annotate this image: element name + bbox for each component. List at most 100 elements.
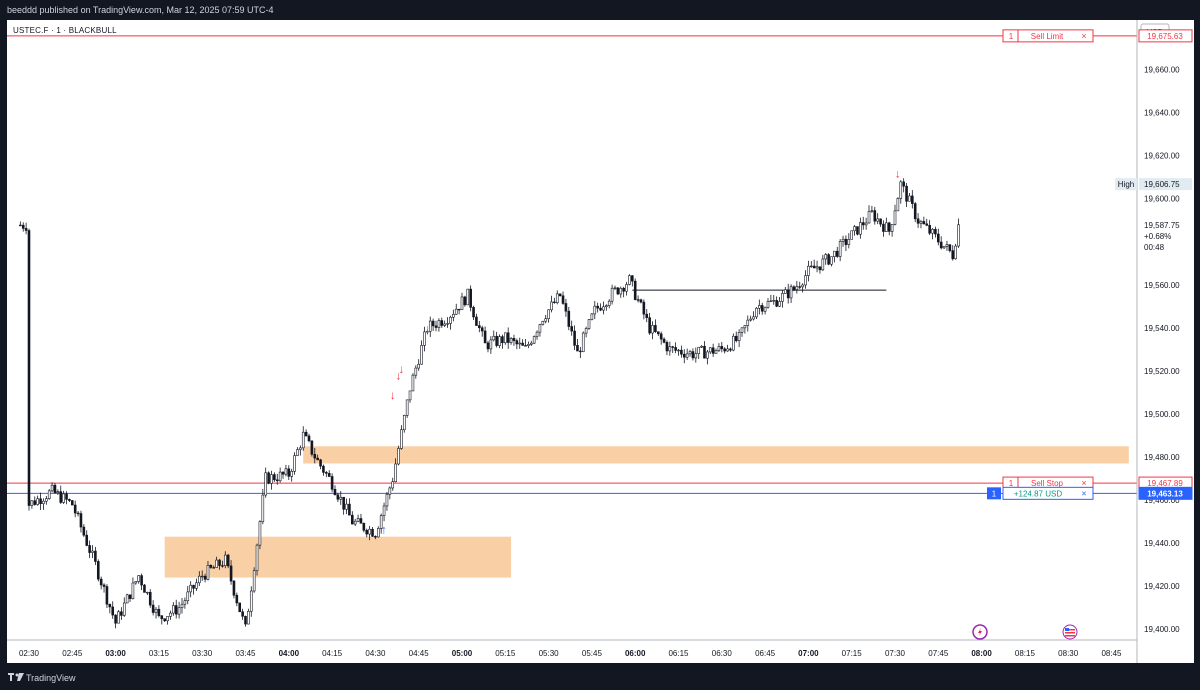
price-axis-bg bbox=[1137, 20, 1194, 663]
candle bbox=[639, 298, 643, 304]
candle-body bbox=[169, 612, 172, 617]
candle-body bbox=[212, 567, 216, 569]
candle bbox=[160, 615, 164, 625]
candle bbox=[605, 304, 608, 311]
position-qty: 1 bbox=[992, 489, 997, 498]
close-icon[interactable]: × bbox=[1081, 478, 1086, 488]
candle bbox=[296, 447, 299, 457]
candle-body bbox=[694, 353, 698, 359]
candle bbox=[616, 287, 620, 296]
candle-body bbox=[420, 345, 423, 365]
candle bbox=[726, 344, 729, 352]
candle bbox=[426, 329, 429, 335]
candle-body bbox=[766, 301, 770, 308]
candle-body bbox=[527, 344, 530, 346]
candle bbox=[916, 213, 920, 228]
candle bbox=[330, 473, 334, 493]
close-icon[interactable]: × bbox=[1081, 488, 1086, 498]
candle-body bbox=[148, 591, 152, 606]
candle bbox=[270, 470, 273, 490]
candle-body bbox=[379, 515, 383, 529]
candle-body bbox=[151, 604, 155, 613]
candle bbox=[27, 228, 31, 511]
publisher-header: beeddd published on TradingView.com, Mar… bbox=[0, 0, 1200, 20]
symbol-legend[interactable]: USTEC.F · 1 · BLACKBULL bbox=[13, 26, 117, 35]
candle-body bbox=[368, 528, 371, 535]
candle bbox=[905, 183, 908, 208]
candle bbox=[732, 333, 735, 352]
candle-body bbox=[648, 317, 651, 334]
candle bbox=[255, 543, 259, 576]
candle bbox=[636, 295, 640, 303]
candle-body bbox=[538, 324, 542, 333]
candle bbox=[218, 558, 221, 570]
candle bbox=[475, 313, 478, 326]
candle-body bbox=[605, 305, 608, 308]
candle-body bbox=[662, 338, 666, 343]
candle-body bbox=[547, 309, 550, 320]
candle-body bbox=[677, 349, 680, 352]
candle-body bbox=[830, 256, 833, 265]
candle bbox=[587, 318, 591, 330]
x-tick-label: 05:15 bbox=[495, 649, 516, 658]
sell-limit-qty: 1 bbox=[1009, 32, 1014, 41]
candle-body bbox=[469, 288, 472, 308]
candle bbox=[677, 348, 680, 356]
candle bbox=[931, 228, 934, 240]
candle-body bbox=[685, 353, 689, 358]
candle-body bbox=[781, 293, 784, 302]
candle-body bbox=[120, 611, 123, 616]
position-price-label: 19,463.13 bbox=[1147, 489, 1183, 498]
candle-body bbox=[325, 472, 328, 474]
candle bbox=[864, 217, 868, 230]
candle-body bbox=[480, 327, 484, 332]
candle-body bbox=[296, 449, 299, 456]
x-tick-label: 03:00 bbox=[105, 649, 126, 658]
candle-body bbox=[310, 440, 314, 455]
x-tick-label: 08:45 bbox=[1101, 649, 1122, 658]
candle bbox=[281, 471, 285, 479]
candle-body bbox=[163, 618, 166, 622]
candle-body bbox=[928, 224, 931, 234]
chart-area[interactable]: ↓↓↓↓↑↓ USD 19,660.0019,640.0019,620.0019… bbox=[7, 20, 1194, 663]
candle bbox=[795, 280, 799, 294]
candle-body bbox=[737, 332, 741, 342]
candle-body bbox=[226, 554, 230, 567]
candlestick-chart[interactable]: ↓↓↓↓↑↓ USD 19,660.0019,640.0019,620.0019… bbox=[7, 20, 1194, 663]
x-tick-label: 02:30 bbox=[19, 649, 40, 658]
lightning-icon[interactable] bbox=[972, 624, 988, 640]
close-icon[interactable]: × bbox=[1081, 31, 1086, 41]
candle-body bbox=[122, 602, 126, 616]
candle-body bbox=[405, 399, 409, 416]
candle-body bbox=[495, 335, 498, 346]
candle bbox=[781, 290, 784, 308]
us-flag-icon[interactable] bbox=[1062, 624, 1078, 640]
candle bbox=[680, 345, 683, 358]
candle-body bbox=[134, 581, 138, 584]
candle bbox=[737, 329, 741, 348]
candle-body bbox=[238, 602, 242, 613]
candle-body bbox=[53, 484, 57, 493]
candle bbox=[140, 573, 143, 591]
y-tick-label: 19,620.00 bbox=[1144, 152, 1180, 161]
sell-limit-order-label[interactable]: 1 Sell Limit × bbox=[1002, 29, 1094, 43]
position-pnl: +124.87 USD bbox=[1014, 489, 1062, 498]
candle-body bbox=[628, 275, 631, 285]
candle bbox=[428, 316, 432, 337]
candle-body bbox=[503, 332, 507, 344]
position-order-label[interactable]: 1 +124.87 USD × bbox=[987, 486, 1094, 500]
candle-body bbox=[853, 226, 856, 232]
candle-body bbox=[749, 318, 752, 321]
candle bbox=[856, 226, 859, 236]
candle-body bbox=[59, 491, 63, 503]
candle-body bbox=[850, 230, 854, 240]
candle bbox=[391, 477, 395, 491]
candle bbox=[708, 347, 712, 354]
candle-body bbox=[558, 293, 562, 297]
candle bbox=[622, 286, 625, 298]
candle-body bbox=[772, 300, 776, 302]
candle bbox=[936, 228, 940, 246]
candle-body bbox=[786, 289, 790, 299]
sell-stop-order-label[interactable]: 1 Sell Stop × bbox=[1002, 476, 1094, 490]
candle bbox=[99, 576, 103, 590]
